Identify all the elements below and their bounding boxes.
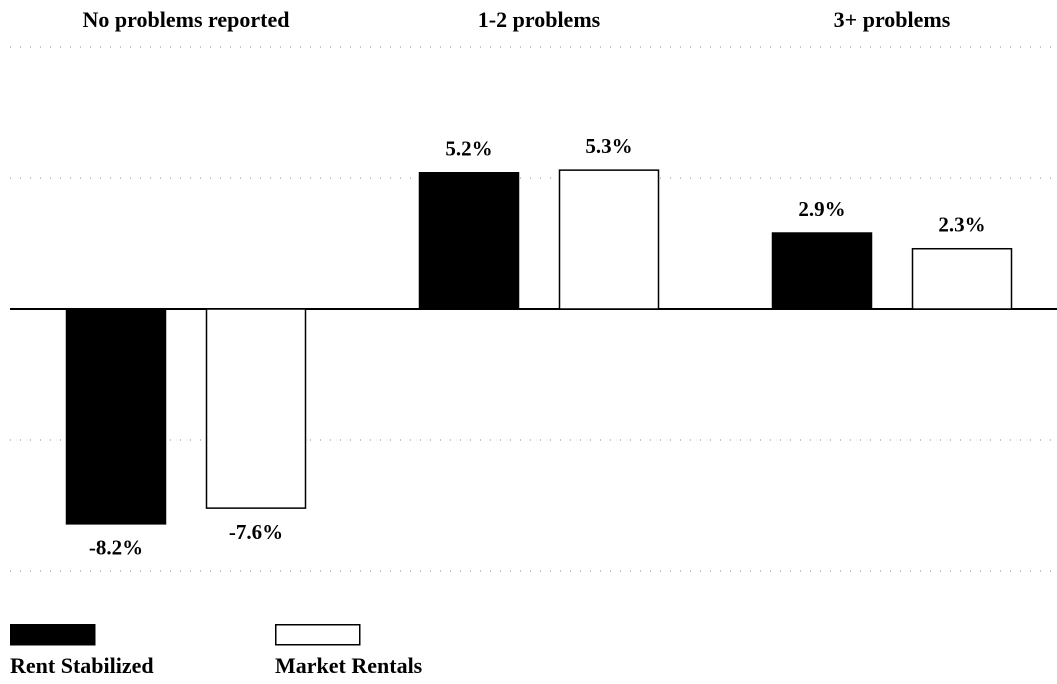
bar: [205, 308, 307, 509]
value-label: -8.2%: [89, 536, 143, 560]
value-label: -7.6%: [229, 520, 283, 544]
legend-label: Market Rentals: [275, 653, 423, 678]
category-label: No problems reported: [83, 7, 290, 32]
legend-swatch: [10, 624, 96, 646]
bar: [558, 169, 660, 310]
value-label: 2.3%: [938, 213, 985, 237]
bar: [771, 232, 873, 310]
category-label: 3+ problems: [834, 7, 951, 32]
legend-label: Rent Stabilized: [10, 653, 154, 678]
value-label: 5.3%: [585, 134, 632, 158]
bar: [418, 172, 520, 310]
category-label: 1-2 problems: [478, 7, 601, 32]
bar: [65, 308, 167, 525]
value-label: 5.2%: [445, 137, 492, 161]
value-label: 2.9%: [798, 197, 845, 221]
bar: [911, 247, 1013, 310]
legend-swatch: [275, 624, 361, 646]
